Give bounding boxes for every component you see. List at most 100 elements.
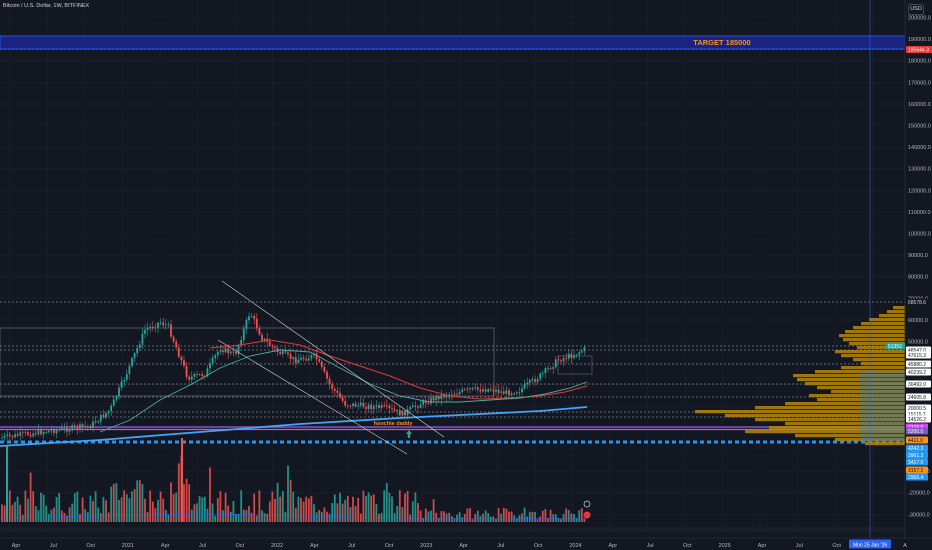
price-tag: 30492.0: [906, 380, 931, 388]
volume-bar: [149, 490, 152, 522]
price-tick-label: -30000.0: [908, 512, 930, 518]
volume-bar: [417, 503, 419, 522]
candle-body: [534, 379, 536, 382]
candle-body: [554, 359, 557, 368]
volume-bar: [528, 511, 531, 522]
candle-body: [263, 338, 266, 341]
candle-body: [484, 389, 487, 392]
candle-body: [401, 410, 404, 416]
price-tag: 185644.3: [906, 46, 932, 54]
candle-body: [55, 429, 58, 434]
volume-bar: [34, 506, 37, 522]
volume-bar: [495, 519, 497, 522]
volume-bar: [19, 504, 22, 522]
candle-body: [21, 432, 24, 434]
candle-body: [487, 388, 490, 392]
volume-bar: [55, 497, 58, 522]
price-tag-bg: [906, 451, 928, 459]
candle-body: [346, 405, 349, 407]
candle-body: [583, 347, 586, 352]
volume-bar: [476, 510, 479, 522]
candle-body: [302, 357, 305, 360]
volume-bar: [242, 509, 245, 522]
volume-bar: [461, 517, 464, 522]
volume-bar: [515, 518, 518, 522]
volume-bar: [346, 495, 349, 522]
candle-body: [3, 435, 6, 438]
volume-bar: [489, 516, 492, 522]
price-tag: 68578.6: [906, 298, 931, 306]
volume-bar: [86, 512, 89, 522]
oscillator-pane: [0, 527, 905, 533]
volume-bar: [560, 519, 562, 522]
currency-button[interactable]: USD: [908, 4, 924, 15]
profile-bar: [815, 370, 905, 374]
price-tag: 3417.0: [906, 458, 928, 466]
price-axis: 200000.0 190000.0 180000.0 170000.0 160000.0…: [886, 0, 932, 550]
candle-body: [557, 359, 560, 361]
time-tick-label: Oct: [534, 543, 543, 549]
volume-bar: [349, 507, 352, 522]
volume-average-line: [0, 513, 588, 520]
candle-body: [159, 322, 162, 324]
volume-bar: [11, 504, 14, 522]
volume-bar: [157, 499, 159, 522]
volume-bar: [222, 510, 224, 522]
candle-body: [183, 360, 185, 366]
volume-bar: [323, 507, 326, 522]
candle-body: [391, 408, 393, 409]
volume-bar: [401, 507, 404, 522]
profile-bar: [797, 378, 905, 382]
price-tag: 3901.3: [906, 451, 928, 459]
volume-bar-spike: [181, 438, 183, 522]
candle-body: [258, 328, 261, 335]
volume-bar: [112, 483, 115, 522]
volume-bar: [300, 497, 302, 522]
volume-bar: [21, 514, 24, 522]
candle-body: [437, 396, 440, 400]
candle-body: [375, 405, 378, 407]
volume-bar: [89, 495, 92, 522]
price-tag-bg: [906, 298, 931, 306]
volume-bar: [229, 511, 232, 522]
price-tag-bg: [906, 404, 931, 412]
candle-body: [99, 414, 102, 422]
volume-bar: [526, 516, 529, 522]
volume-bar: [445, 513, 448, 522]
time-tick-label: Jul: [796, 543, 803, 549]
candle-body: [68, 429, 71, 432]
price-tag-label: 24605.8: [908, 395, 926, 401]
candle-body: [541, 372, 544, 374]
volume-bar: [97, 507, 100, 522]
candle-body: [16, 434, 19, 436]
candle-body: [47, 430, 50, 433]
candle-body: [479, 389, 482, 392]
crosshair-time-bg: [849, 539, 891, 549]
volume-bar: [437, 517, 440, 522]
volume-bar: [570, 513, 573, 522]
price-tag-label: 185644.3: [908, 48, 929, 54]
volume-bar: [248, 505, 250, 522]
candle-body: [406, 409, 409, 416]
price-tag-bg: [906, 46, 932, 53]
volume-bar: [372, 494, 375, 522]
candle-body: [573, 355, 575, 358]
candle-body: [385, 405, 388, 407]
volume-bar: [172, 493, 175, 522]
volume-bar: [471, 519, 474, 522]
candle-body: [523, 384, 526, 389]
volume-bar: [419, 510, 422, 522]
candle-body: [565, 358, 568, 359]
candle-body: [42, 432, 45, 435]
price-tag-label: 4411.0: [908, 438, 923, 444]
volume-bar: [510, 511, 513, 522]
candle-body: [92, 421, 94, 429]
price-tick-label: 90000.0: [908, 253, 928, 259]
candle-body: [396, 410, 399, 411]
volume-bar: [393, 513, 396, 522]
candle-body: [383, 405, 386, 407]
profile-bar: [879, 314, 905, 318]
candle-body: [154, 327, 157, 329]
